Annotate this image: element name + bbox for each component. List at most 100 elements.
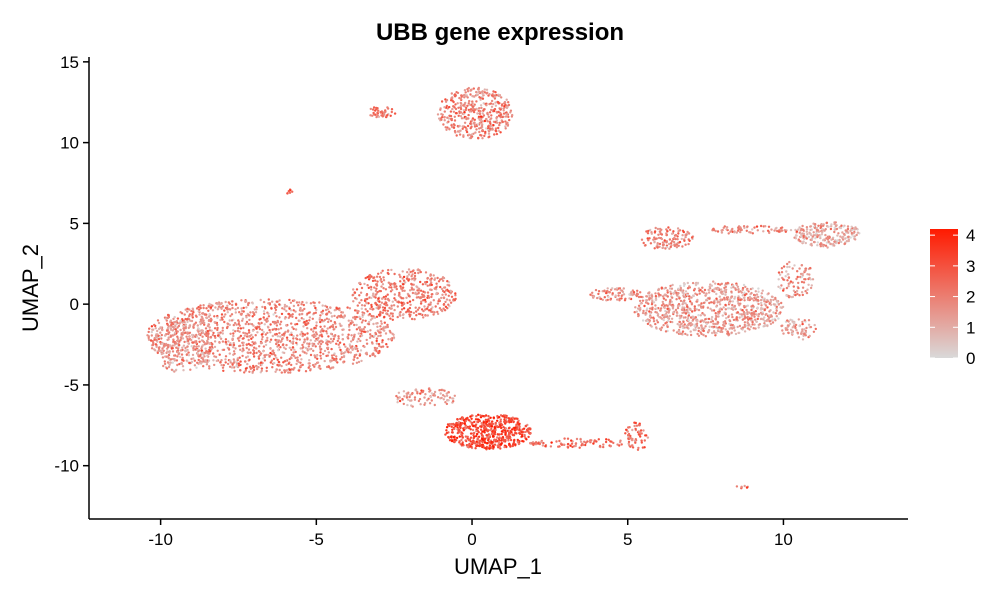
cell-point bbox=[386, 323, 389, 327]
cell-point bbox=[448, 114, 451, 118]
cell-point bbox=[253, 308, 256, 311]
cell-point bbox=[442, 276, 446, 280]
cell-point bbox=[197, 358, 200, 362]
cell-point bbox=[426, 294, 430, 298]
cell-point bbox=[490, 99, 494, 103]
cell-point bbox=[525, 438, 528, 441]
cell-point bbox=[683, 299, 686, 302]
cell-point bbox=[157, 327, 161, 331]
cell-point bbox=[598, 444, 602, 448]
cell-point bbox=[629, 434, 632, 438]
cell-point bbox=[804, 267, 808, 270]
cell-point bbox=[741, 288, 744, 291]
cell-point bbox=[306, 342, 309, 345]
cell-point bbox=[293, 366, 296, 370]
cell-point bbox=[461, 127, 464, 130]
cell-point bbox=[813, 240, 816, 244]
cell-point bbox=[214, 306, 217, 309]
cell-point bbox=[478, 107, 481, 110]
cell-point bbox=[781, 324, 784, 327]
cell-point bbox=[267, 298, 270, 301]
cell-point bbox=[748, 295, 752, 299]
cell-point bbox=[327, 318, 331, 321]
cell-point bbox=[298, 319, 301, 322]
cell-point bbox=[359, 339, 362, 343]
cell-point bbox=[464, 439, 467, 442]
cell-point bbox=[495, 132, 499, 136]
cell-point bbox=[362, 330, 366, 333]
cell-point bbox=[678, 297, 681, 300]
cell-point bbox=[472, 107, 475, 111]
cell-point bbox=[400, 301, 403, 305]
cell-point bbox=[297, 369, 301, 372]
cell-point bbox=[495, 93, 498, 97]
cell-point bbox=[402, 275, 406, 279]
cell-point bbox=[706, 306, 710, 309]
cell-point bbox=[441, 293, 444, 296]
cell-point bbox=[280, 356, 283, 359]
cell-point bbox=[396, 300, 399, 304]
cell-point bbox=[852, 232, 855, 235]
cell-point bbox=[527, 431, 531, 435]
cell-point bbox=[229, 314, 232, 318]
cell-point bbox=[430, 277, 433, 280]
cell-point bbox=[401, 283, 405, 286]
cell-point bbox=[492, 102, 495, 106]
cell-point bbox=[697, 314, 700, 317]
cell-point bbox=[219, 360, 222, 364]
cell-point bbox=[647, 229, 650, 233]
cell-point bbox=[649, 228, 652, 232]
cell-point bbox=[440, 296, 443, 300]
cell-point bbox=[285, 309, 288, 313]
cell-point bbox=[712, 309, 716, 312]
cell-point bbox=[655, 307, 658, 310]
cell-point bbox=[379, 310, 382, 314]
cell-point bbox=[824, 228, 827, 231]
cell-point bbox=[370, 296, 373, 300]
cell-point bbox=[494, 104, 498, 107]
cell-point bbox=[466, 104, 469, 108]
cell-point bbox=[229, 332, 232, 335]
cell-point bbox=[481, 93, 485, 96]
cell-point bbox=[490, 108, 493, 112]
cell-point bbox=[329, 311, 333, 315]
cell-point bbox=[232, 329, 235, 332]
cell-point bbox=[753, 226, 756, 229]
cell-point bbox=[453, 95, 457, 98]
cell-point bbox=[774, 296, 777, 300]
cell-point bbox=[592, 295, 595, 298]
cell-point bbox=[734, 332, 738, 336]
cell-point bbox=[342, 355, 346, 359]
cell-point bbox=[337, 343, 340, 346]
cell-point bbox=[211, 309, 215, 312]
cell-point bbox=[188, 335, 191, 338]
cell-point bbox=[169, 361, 172, 364]
cell-point bbox=[443, 110, 446, 113]
cell-point bbox=[203, 355, 206, 358]
cell-point bbox=[381, 269, 384, 272]
cell-point bbox=[204, 359, 207, 362]
cluster-9 bbox=[624, 421, 650, 451]
cell-point bbox=[636, 307, 640, 310]
cell-point bbox=[192, 326, 195, 329]
cell-point bbox=[504, 125, 507, 128]
cell-point bbox=[676, 312, 679, 315]
cell-point bbox=[648, 294, 651, 297]
cell-point bbox=[805, 237, 808, 240]
cell-point bbox=[718, 300, 721, 304]
cell-point bbox=[477, 431, 480, 434]
cell-point bbox=[375, 106, 378, 110]
cell-point bbox=[201, 335, 204, 338]
cell-point bbox=[221, 340, 225, 343]
cell-point bbox=[753, 323, 756, 326]
cell-point bbox=[450, 431, 454, 434]
cell-point bbox=[402, 402, 405, 406]
cell-point bbox=[817, 224, 820, 227]
cluster-11 bbox=[640, 226, 695, 250]
cell-point bbox=[472, 424, 475, 428]
cell-point bbox=[496, 436, 499, 439]
cell-point bbox=[628, 297, 631, 300]
cell-point bbox=[743, 484, 746, 488]
cell-point bbox=[507, 439, 510, 442]
cell-point bbox=[429, 279, 432, 282]
